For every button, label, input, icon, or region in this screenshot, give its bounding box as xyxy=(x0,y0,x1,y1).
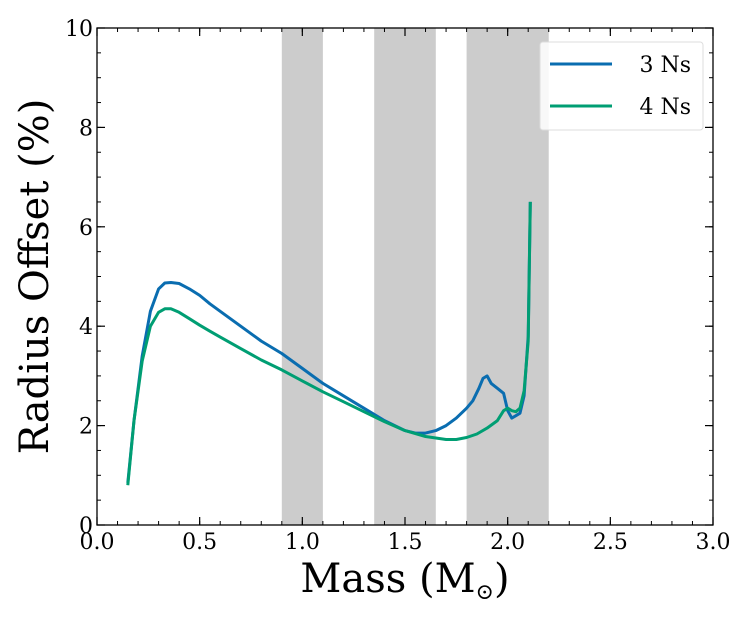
x-axis-title-text: Mass (M xyxy=(300,556,475,602)
y-tick-label: 4 xyxy=(79,315,93,340)
legend-label: 4 Ns xyxy=(639,95,691,120)
axis-ticks xyxy=(96,27,714,526)
data-series xyxy=(126,201,532,486)
x-tick-label: 1.5 xyxy=(388,530,423,555)
y-tick-label: 10 xyxy=(65,17,93,42)
tick-labels: 0.0 0.5 1.0 1.5 2.0 2.5 3.0 0 2 4 6 8 10 xyxy=(65,17,731,555)
x-axis-title-close: ) xyxy=(494,556,510,602)
x-tick-label: 1.0 xyxy=(285,530,320,555)
legend: 3 Ns 4 Ns xyxy=(539,41,704,131)
x-tick-label: 2.0 xyxy=(490,530,525,555)
shaded-bands xyxy=(281,28,549,525)
x-axis-title: Mass (M⊙) xyxy=(300,556,509,605)
x-tick-label: 3.0 xyxy=(696,530,731,555)
series-line-4-ns xyxy=(126,201,532,486)
shaded-band-3 xyxy=(466,28,549,525)
y-tick-label: 8 xyxy=(79,116,93,141)
y-tick-label: 0 xyxy=(79,514,93,539)
y-tick-label: 6 xyxy=(79,216,93,241)
x-axis-title-sun-symbol: ⊙ xyxy=(476,580,494,605)
legend-label: 3 Ns xyxy=(639,53,691,78)
x-tick-label: 2.5 xyxy=(593,530,628,555)
y-axis-title: Radius Offset (%) xyxy=(12,99,58,455)
y-tick-label: 2 xyxy=(79,415,93,440)
x-tick-label: 0.0 xyxy=(80,530,115,555)
shaded-band-1 xyxy=(281,28,323,525)
shaded-band-2 xyxy=(374,28,436,525)
x-tick-label: 0.5 xyxy=(182,530,217,555)
